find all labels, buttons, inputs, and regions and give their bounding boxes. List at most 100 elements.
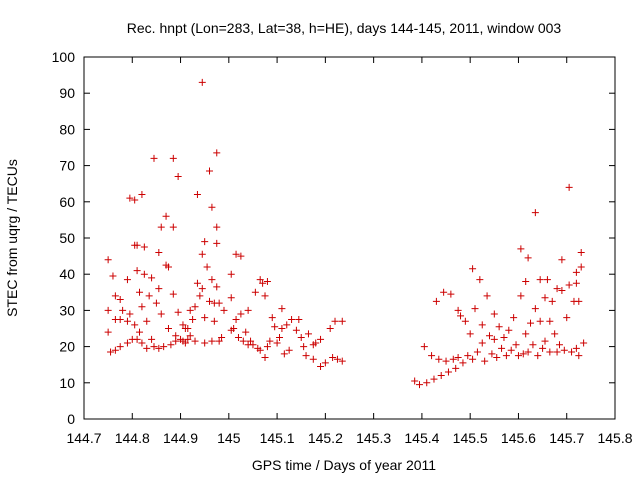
data-point — [131, 196, 138, 203]
data-point — [245, 307, 252, 314]
chart-title: Rec. hnpt (Lon=283, Lat=38, h=HE), days … — [127, 20, 562, 36]
data-point — [262, 354, 269, 361]
data-point — [148, 336, 155, 343]
data-point — [298, 334, 305, 341]
data-point — [435, 356, 442, 363]
data-point — [170, 155, 177, 162]
data-point — [551, 330, 558, 337]
data-point — [479, 339, 486, 346]
y-tick-label: 100 — [52, 49, 76, 65]
data-point — [430, 376, 437, 383]
data-point — [440, 289, 447, 296]
data-point — [269, 314, 276, 321]
plot-frame — [84, 57, 615, 419]
data-point — [421, 343, 428, 350]
y-tick-label: 30 — [59, 302, 75, 318]
x-tick-label: 145.3 — [356, 430, 391, 446]
data-point — [187, 307, 194, 314]
data-point — [517, 292, 524, 299]
y-tick-label: 90 — [59, 85, 75, 101]
data-point — [529, 341, 536, 348]
data-point — [329, 354, 336, 361]
data-point — [148, 274, 155, 281]
data-point — [143, 318, 150, 325]
x-tick-label: 145.5 — [453, 430, 488, 446]
data-point — [566, 184, 573, 191]
data-point — [242, 329, 249, 336]
y-tick-label: 10 — [59, 375, 75, 391]
data-point — [573, 345, 580, 352]
data-point — [167, 341, 174, 348]
data-point — [233, 251, 240, 258]
data-point — [150, 155, 157, 162]
data-point — [527, 320, 534, 327]
data-point — [295, 316, 302, 323]
data-point — [126, 311, 133, 318]
data-point — [539, 345, 546, 352]
data-point — [339, 318, 346, 325]
data-point — [165, 325, 172, 332]
data-point — [124, 276, 131, 283]
data-point — [204, 263, 211, 270]
x-tick-label: 145.1 — [260, 430, 295, 446]
data-point — [138, 339, 145, 346]
data-point — [143, 345, 150, 352]
data-point — [237, 311, 244, 318]
data-point — [532, 305, 539, 312]
data-point — [240, 338, 247, 345]
x-tick-label: 144.9 — [163, 430, 198, 446]
data-point — [488, 350, 495, 357]
data-point — [124, 339, 131, 346]
data-point — [327, 325, 334, 332]
data-point — [578, 263, 585, 270]
data-point — [278, 325, 285, 332]
data-point — [281, 350, 288, 357]
data-point — [339, 358, 346, 365]
data-point — [428, 352, 435, 359]
data-point — [310, 356, 317, 363]
data-point — [544, 276, 551, 283]
data-point — [522, 330, 529, 337]
data-point — [561, 347, 568, 354]
data-point — [136, 289, 143, 296]
data-point — [117, 343, 124, 350]
data-point — [438, 372, 445, 379]
data-point — [510, 314, 517, 321]
data-point — [546, 318, 553, 325]
data-point — [508, 347, 515, 354]
data-point — [124, 318, 131, 325]
x-tick-label: 145.2 — [308, 430, 343, 446]
data-point — [563, 314, 570, 321]
data-point — [447, 291, 454, 298]
data-point — [469, 356, 476, 363]
data-point — [105, 329, 112, 336]
data-point — [317, 336, 324, 343]
data-point — [199, 79, 206, 86]
data-point — [558, 256, 565, 263]
data-point — [262, 292, 269, 299]
data-point — [175, 309, 182, 316]
axis-ticks: 144.7 144.8 144.9 145 145.1 145.2 145.3 145.4 14… — [52, 49, 633, 446]
data-point — [158, 311, 165, 318]
data-point — [575, 298, 582, 305]
data-point — [158, 224, 165, 231]
data-point — [213, 283, 220, 290]
x-tick-label: 144.8 — [115, 430, 150, 446]
data-point — [228, 271, 235, 278]
data-point — [491, 311, 498, 318]
data-point — [467, 330, 474, 337]
data-point — [522, 278, 529, 285]
data-point — [283, 321, 290, 328]
data-point — [155, 345, 162, 352]
data-point — [175, 173, 182, 180]
data-point — [332, 318, 339, 325]
data-point — [481, 358, 488, 365]
data-point — [107, 349, 114, 356]
data-point — [213, 240, 220, 247]
data-point — [220, 307, 227, 314]
data-point — [549, 298, 556, 305]
data-point — [493, 354, 500, 361]
data-point — [163, 213, 170, 220]
data-point — [138, 303, 145, 310]
